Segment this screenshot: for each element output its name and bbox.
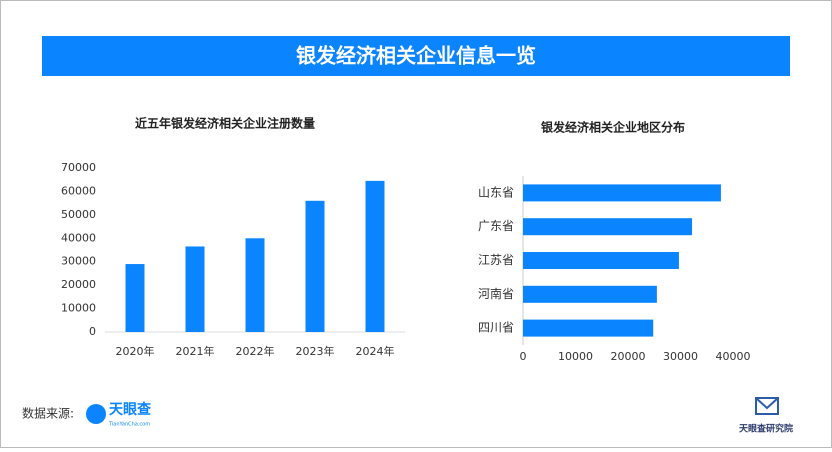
y-tick-label: 江苏省 [478, 253, 514, 267]
x-tick-label: 2020年 [116, 344, 155, 358]
x-tick-label: 40000 [716, 350, 751, 363]
chart-title: 银发经济相关企业地区分布 [541, 120, 685, 135]
institute: 天眼查研究院 [739, 423, 793, 435]
y-tick-label: 10000 [61, 302, 96, 315]
bar [185, 246, 205, 332]
chart-title: 近五年银发经济相关企业注册数量 [135, 116, 315, 131]
bar [523, 218, 693, 236]
x-tick-label: 2021年 [176, 344, 215, 358]
bar [305, 200, 325, 332]
banner-title: 银发经济相关企业信息一览 [296, 44, 536, 68]
bar [523, 184, 721, 202]
y-tick-label: 四川省 [478, 321, 514, 335]
logo-icon [86, 404, 106, 424]
logo-text: 天眼查 [109, 401, 152, 418]
y-tick-label: 山东省 [478, 185, 514, 199]
bar [523, 285, 657, 303]
y-tick-label: 30000 [61, 255, 96, 268]
bar [523, 252, 679, 269]
x-tick-label: 20000 [611, 350, 646, 363]
y-tick-label: 60000 [61, 184, 96, 197]
y-tick-label: 20000 [61, 278, 96, 291]
y-tick-label: 广东省 [478, 219, 514, 233]
x-tick-label: 2022年 [236, 344, 275, 358]
bar [365, 180, 385, 332]
x-tick-label: 10000 [558, 350, 593, 363]
institute-icon [755, 397, 779, 415]
y-tick-label: 50000 [61, 208, 96, 221]
x-tick-label: 2023年 [296, 344, 335, 358]
bar [125, 264, 145, 332]
bar [523, 319, 654, 337]
x-tick-label: 30000 [663, 350, 698, 363]
y-tick-label: 0 [89, 325, 96, 338]
y-tick-label: 河南省 [478, 286, 514, 301]
bar [245, 238, 265, 332]
x-tick-label: 0 [520, 350, 527, 363]
x-tick-label: 2024年 [356, 344, 395, 358]
banner [42, 36, 790, 76]
logo-sub: TianYanCha.com [108, 422, 150, 428]
source-label: 数据来源: [22, 406, 74, 421]
y-tick-label: 70000 [61, 161, 96, 174]
y-tick-label: 40000 [61, 231, 96, 244]
